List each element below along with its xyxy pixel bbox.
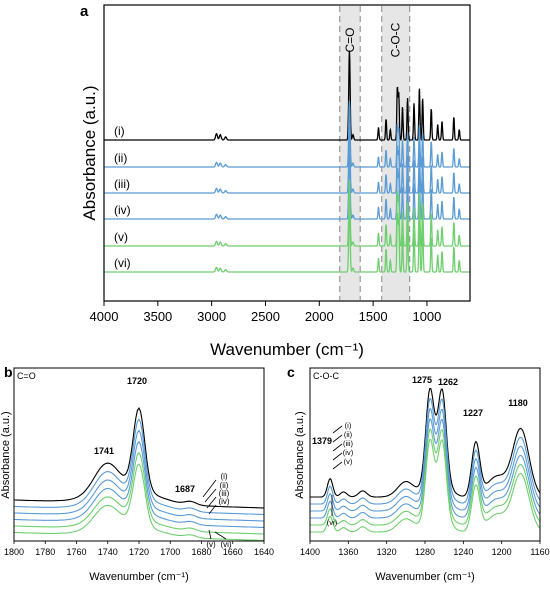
y-axis-label-a: Absorbance (a.u.) [80,85,99,220]
plot-frame-b [13,367,265,542]
inner-label-c: C-O-C [313,371,339,381]
series-label-6: (vi) [114,256,131,270]
peak-label-1379: 1379 [312,436,332,446]
spectrum-4 [104,152,470,221]
x-tick-label-a: 4000 [90,309,119,324]
panel-letter-a: a [80,3,89,20]
series-label-1: (i) [114,124,125,138]
x-tick-label-b: 1760 [66,547,86,557]
label-arrow [332,425,343,434]
x-tick-label-c: 1240 [453,547,473,557]
label-arrow [204,488,217,503]
spectrum-2 [104,100,470,169]
spectrum-c-3 [310,408,541,512]
label-arrow [332,443,343,452]
series-label-c-1: (i) [345,421,352,430]
x-tick-label-b: 1800 [4,547,24,557]
y-axis-label-c: Absorbance (a.u.) [294,411,306,498]
plot-frame-c [309,367,541,542]
y-axis-label-b: Absorbance (a.u.) [0,411,12,498]
label-arrow [202,479,217,498]
peak-label-1741: 1741 [94,446,114,456]
series-label-c-5: (v) [344,457,353,466]
series-label-c-3: (iii) [343,439,353,448]
panel-a: a C=O C-O-C (i) (ii) (iii) (iv) (v) (vi) 4000 3… [80,3,471,359]
label-arrow [332,434,343,443]
series-label-2: (ii) [114,151,127,165]
x-tick-label-c: 1400 [300,547,320,557]
spectrum-b-4 [14,440,265,529]
spectrum-5 [104,179,470,248]
spectrum-3 [104,126,470,195]
x-tick-label-a: 2500 [251,309,280,324]
x-tick-label-b: 1660 [223,547,243,557]
x-axis-label-a: Wavenumber (cm⁻¹) [210,340,364,359]
series-label-c-2: (ii) [344,430,353,439]
panel-letter-b: b [4,364,13,380]
x-tick-label-c: 1200 [492,547,512,557]
peak-label-1687: 1687 [175,484,195,494]
spectrum-b-5 [14,451,265,535]
spectrum-b-1 [14,406,265,509]
label-arrow [208,504,217,515]
x-tick-label-b: 1780 [35,547,55,557]
peak-label-1275: 1275 [412,375,432,385]
peak-label-1227: 1227 [463,408,483,418]
spectrum-b-3 [14,429,265,522]
x-tick-label-a: 3500 [143,309,172,324]
series-label-b-3: (iii) [219,489,230,498]
spectrum-b-6 [14,463,265,542]
inner-label-b: C=O [17,371,36,381]
x-tick-label-b: 1640 [254,547,274,557]
spectrum-1 [104,50,470,142]
label-arrow [214,531,227,540]
series-label-c-4: (iv) [343,448,354,457]
x-tick-label-b: 1700 [160,547,180,557]
x-tick-label-c: 1320 [377,547,397,557]
x-tick-label-c: 1360 [338,547,358,557]
band-label: C=O [343,27,357,52]
label-arrow [208,529,212,540]
series-label-b-5: (v) [206,540,216,549]
series-label-b-2: (ii) [220,481,229,490]
x-axis-label-c: Wavenumber (cm⁻¹) [375,571,475,583]
label-arrow [332,452,343,461]
series-label-c-6: (vi) [327,518,338,527]
panel-letter-c: c [287,364,295,380]
x-tick-label-c: 1280 [415,547,435,557]
band-label: C-O-C [389,22,403,57]
x-tick-label-b: 1680 [191,547,211,557]
spectrum-6 [104,205,470,273]
spectrum-c-2 [310,398,541,505]
label-arrow [206,496,217,509]
x-tick-label-c: 1160 [530,547,549,557]
x-axis-label-b: Wavenumber (cm⁻¹) [89,571,189,583]
plot-frame-a [103,4,471,302]
spectrum-c-1 [310,388,541,498]
label-arrow [332,461,343,470]
panel-b: b 1720 1741 1687 (i)(ii)(iii)(iv) (v) (vi) 18… [0,364,274,583]
spectrum-c-6 [310,438,541,533]
x-tick-label-a: 2000 [305,309,334,324]
spectrum-c-5 [310,428,541,526]
x-tick-label-a: 1500 [359,309,388,324]
series-label-b-4: (iv) [218,497,229,506]
series-label-b-1: (i) [220,472,227,481]
x-tick-label-b: 1740 [98,547,118,557]
series-label-4: (iv) [114,203,131,217]
x-tick-label-a: 3000 [197,309,226,324]
series-label-5: (v) [114,230,128,244]
peak-label-1720: 1720 [127,376,147,386]
x-tick-label-a: 1000 [412,309,441,324]
spectrum-b-2 [14,418,265,516]
peak-label-1262: 1262 [438,377,458,387]
spectrum-c-4 [310,418,541,519]
series-label-3: (iii) [114,177,130,191]
x-tick-label-b: 1720 [129,547,149,557]
peak-label-1180: 1180 [508,398,528,408]
series-label-b-6: (vi) [220,540,231,549]
